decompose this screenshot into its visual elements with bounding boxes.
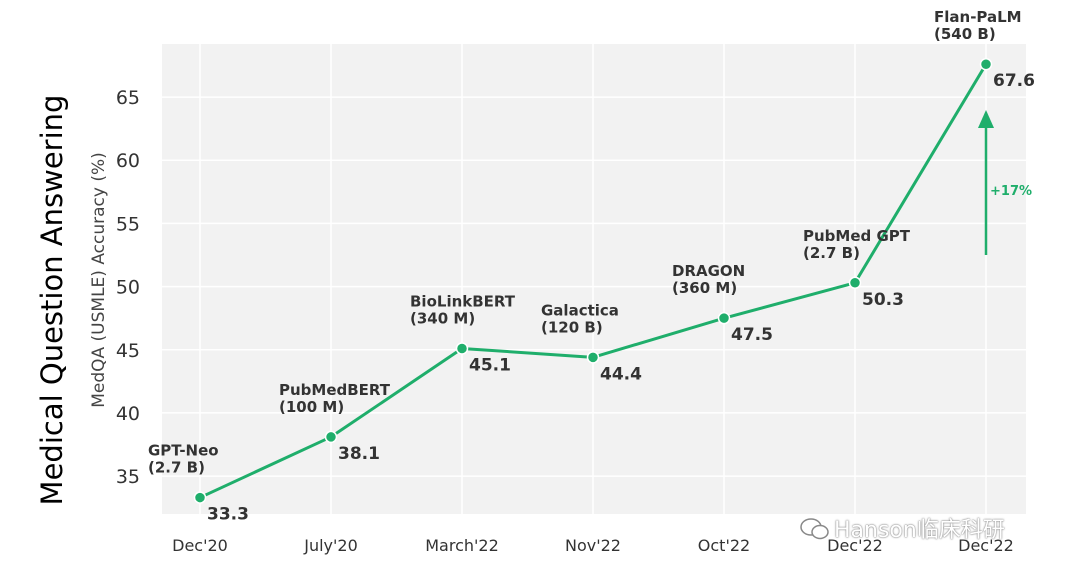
wechat-icon: [800, 518, 829, 540]
x-tick-label: Nov'22: [565, 536, 621, 555]
data-value-label: 45.1: [469, 355, 511, 375]
plot-area: [162, 44, 1026, 514]
y-tick-label: 45: [116, 340, 140, 362]
y-tick-label: 50: [116, 277, 140, 299]
data-point: [979, 57, 993, 71]
model-label: Flan-PaLM: [934, 8, 1022, 26]
data-point: [324, 430, 338, 444]
watermark-text: Hanson临床科研: [834, 518, 1005, 543]
arrow-head-icon: [978, 110, 994, 128]
model-label: (100 M): [279, 398, 344, 416]
model-label: (360 M): [672, 279, 737, 297]
data-value-label: 33.3: [207, 505, 249, 525]
x-tick-label: March'22: [425, 536, 499, 555]
x-tick-label: Dec'22: [958, 536, 1014, 555]
side-title: Medical Question Answering: [35, 94, 69, 506]
watermark: Hanson临床科研: [800, 512, 1005, 544]
data-value-label: 67.6: [993, 71, 1035, 91]
data-value-label: 50.3: [862, 290, 904, 310]
data-point: [193, 491, 207, 504]
data-point: [848, 276, 862, 290]
model-label: (120 B): [541, 318, 603, 336]
y-axis-label: MedQA (USMLE) Accuracy (%): [89, 152, 109, 408]
y-tick-label: 65: [116, 87, 140, 109]
model-label: (2.7 B): [148, 459, 205, 477]
model-label: (540 B): [934, 25, 996, 43]
data-point: [717, 311, 731, 325]
model-label: DRAGON: [672, 262, 745, 280]
data-point: [455, 342, 469, 355]
y-tick-label: 35: [116, 466, 140, 488]
data-value-label: 44.4: [600, 364, 642, 384]
y-tick-label: 55: [116, 213, 140, 235]
data-value-label: 47.5: [731, 325, 773, 345]
model-label: Galactica: [541, 301, 619, 319]
model-label: PubMedBERT: [279, 381, 391, 399]
model-label: (2.7 B): [803, 244, 860, 262]
model-label: PubMed GPT: [803, 227, 911, 245]
x-tick-label: Oct'22: [698, 536, 750, 555]
x-tick-label: Dec'22: [827, 536, 883, 555]
x-tick-label: July'20: [303, 536, 358, 555]
model-label: BioLinkBERT: [410, 292, 516, 310]
x-tick-label: Dec'20: [172, 536, 228, 555]
y-tick-label: 60: [116, 150, 140, 172]
improvement-annotation: +17%: [990, 184, 1032, 199]
data-point: [586, 351, 600, 364]
y-tick-label: 40: [116, 403, 140, 425]
model-label: (340 M): [410, 309, 475, 327]
data-value-label: 38.1: [338, 444, 380, 464]
model-label: GPT-Neo: [148, 442, 219, 460]
